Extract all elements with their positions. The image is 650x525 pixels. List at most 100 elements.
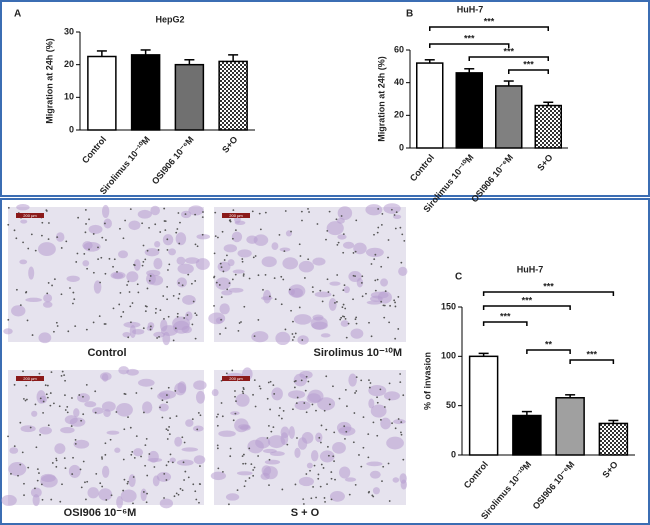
pore — [159, 231, 162, 233]
pore — [388, 500, 391, 502]
bar — [130, 54, 161, 131]
pore — [382, 465, 385, 468]
cell — [336, 217, 345, 224]
y-tick-label: 0 — [399, 142, 404, 152]
significance-bracket — [429, 26, 549, 31]
pore — [342, 303, 345, 306]
pore — [167, 429, 169, 432]
pore — [184, 213, 187, 216]
pore — [390, 208, 393, 211]
pore — [42, 411, 44, 414]
pore — [376, 401, 379, 404]
pore — [353, 412, 356, 414]
pore — [130, 453, 133, 456]
cell — [223, 244, 238, 253]
pore — [226, 254, 228, 257]
pore — [159, 309, 162, 312]
pore — [352, 298, 354, 301]
pore — [394, 227, 397, 230]
cell — [1, 494, 17, 506]
pore — [52, 402, 55, 405]
pore — [280, 275, 283, 278]
pore — [241, 455, 244, 458]
pore — [318, 436, 321, 439]
pore — [47, 238, 50, 241]
pore — [399, 373, 402, 375]
pore — [101, 236, 104, 239]
significance-bracket — [508, 69, 549, 74]
pore — [384, 290, 387, 293]
pore — [149, 328, 152, 331]
pore — [374, 253, 377, 256]
pore — [164, 229, 167, 232]
pore — [127, 336, 130, 339]
cell — [386, 436, 404, 450]
pore — [317, 477, 320, 480]
pore — [373, 258, 376, 261]
pore — [281, 488, 284, 491]
pore — [198, 483, 201, 485]
cell — [43, 293, 53, 303]
pore — [55, 457, 58, 460]
pore — [119, 227, 121, 230]
pore — [104, 272, 107, 275]
cell — [236, 471, 253, 476]
pore — [104, 453, 107, 456]
pore — [344, 307, 347, 310]
pore — [252, 474, 255, 477]
pore — [219, 333, 221, 335]
micrograph: 200 µm — [210, 367, 407, 506]
pore — [142, 261, 145, 263]
cell — [294, 447, 301, 458]
pore — [296, 437, 298, 439]
pore — [290, 309, 292, 312]
pore — [258, 385, 261, 388]
pore — [360, 379, 363, 382]
pore — [15, 237, 18, 240]
pore — [282, 410, 285, 412]
cell — [120, 489, 137, 503]
pore — [154, 312, 157, 314]
pore — [10, 472, 12, 475]
pore — [166, 298, 169, 301]
y-tick-label: 30 — [64, 26, 74, 36]
pore — [71, 397, 73, 399]
pore — [216, 447, 219, 450]
cell — [142, 401, 153, 414]
pore — [242, 453, 245, 456]
pore — [217, 413, 219, 416]
pore — [253, 379, 256, 382]
pore — [370, 335, 373, 338]
pore — [354, 483, 357, 486]
cell — [342, 241, 355, 249]
pore — [194, 213, 197, 216]
pore — [248, 447, 251, 450]
micrograph: 200 µm — [208, 203, 408, 346]
pore — [103, 323, 106, 325]
cell — [106, 430, 120, 435]
pore — [250, 463, 253, 466]
pore — [321, 300, 324, 303]
pore — [56, 325, 59, 327]
pore — [122, 489, 125, 492]
pore — [79, 468, 82, 471]
pore — [181, 284, 184, 287]
bar — [555, 397, 585, 456]
pore — [243, 305, 246, 308]
pore — [64, 394, 66, 397]
pore — [53, 278, 56, 281]
pore — [231, 237, 234, 240]
y-tick-label: 100 — [441, 351, 456, 361]
cell — [336, 421, 352, 434]
pore — [7, 206, 10, 209]
pore — [156, 337, 158, 339]
pore — [243, 485, 246, 488]
pore — [258, 212, 261, 215]
cell — [271, 387, 283, 401]
pore — [46, 396, 49, 399]
pore — [219, 262, 222, 265]
pore — [133, 263, 135, 266]
pore — [213, 252, 216, 255]
pore — [280, 303, 283, 306]
pore — [15, 288, 18, 291]
